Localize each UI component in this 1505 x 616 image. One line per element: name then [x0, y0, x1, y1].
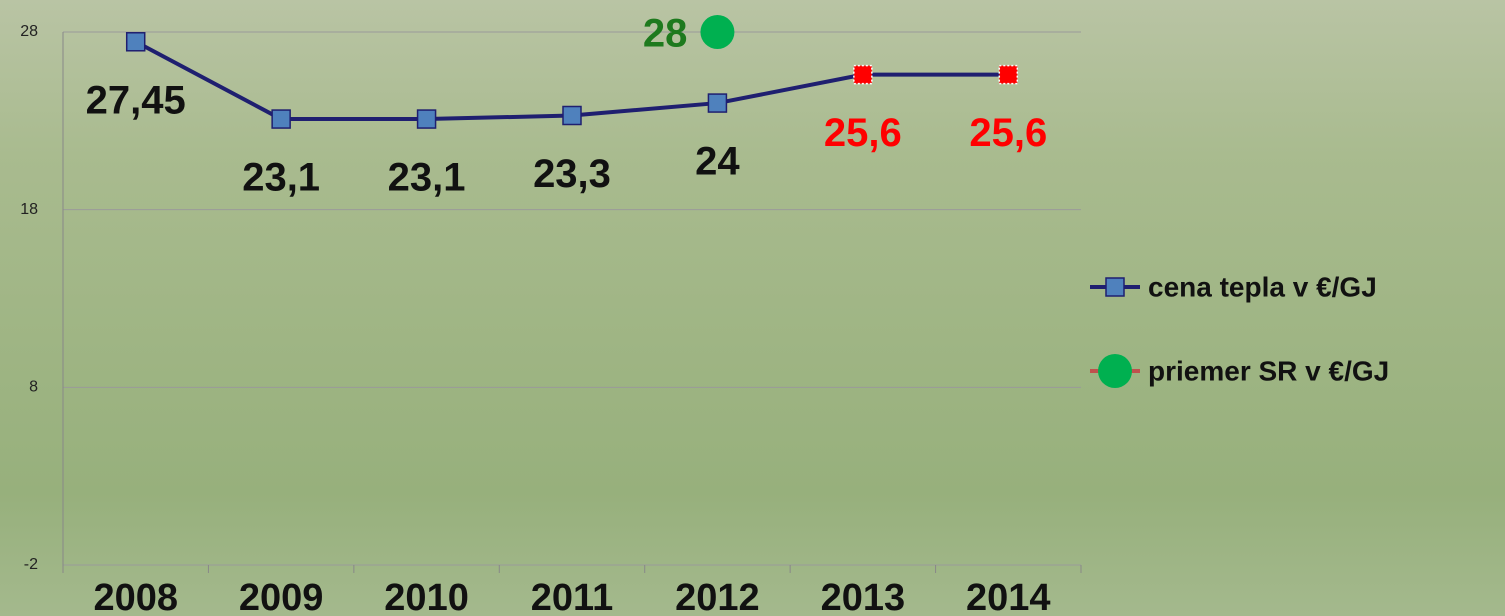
x-tick-label: 2009 [239, 577, 324, 616]
data-label: 28 [643, 12, 688, 56]
x-tick-label: 2014 [966, 577, 1051, 616]
data-label: 27,45 [86, 78, 186, 122]
data-label: 23,1 [388, 156, 466, 200]
point [853, 64, 873, 85]
point [998, 64, 1019, 85]
point [271, 109, 291, 129]
data-label: 24 [695, 140, 740, 184]
legend-marker [1098, 354, 1132, 388]
y-tick-label: -2 [24, 556, 38, 573]
y-tick-label: 8 [29, 379, 38, 396]
data-label: 23,3 [533, 152, 611, 196]
x-tick-label: 2008 [93, 577, 178, 616]
data-label: 23,1 [242, 156, 320, 200]
point [707, 93, 728, 113]
point [562, 105, 582, 126]
legend-label: priemer SR v €/GJ [1148, 355, 1389, 386]
x-tick-label: 2013 [821, 577, 906, 616]
y-tick-label: 18 [20, 201, 38, 218]
legend-label: cena tepla v €/GJ [1148, 271, 1377, 302]
legend-marker [1105, 277, 1125, 297]
data-label: 25,6 [969, 111, 1047, 155]
x-tick-label: 2012 [675, 577, 760, 616]
x-tick-label: 2010 [384, 577, 469, 616]
point [125, 32, 146, 52]
x-tick-label: 2011 [531, 577, 613, 616]
point [416, 109, 437, 129]
y-tick-label: 28 [20, 23, 38, 40]
point [700, 15, 735, 49]
data-label: 25,6 [824, 111, 902, 155]
